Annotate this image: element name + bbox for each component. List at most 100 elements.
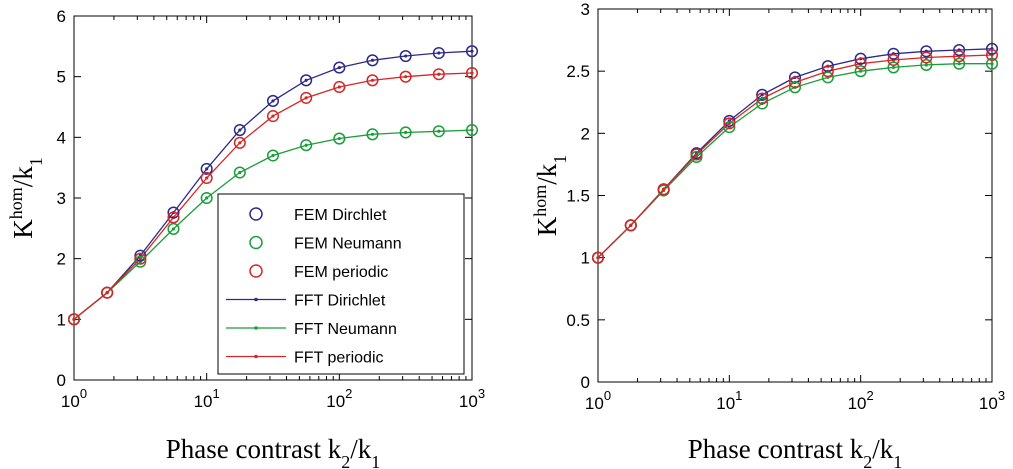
y-tick-label: 4 bbox=[57, 128, 66, 147]
series-marker-fem-dirchlet bbox=[233, 124, 246, 137]
series-marker-fem-dirchlet bbox=[432, 46, 445, 60]
y-axis-label: Khom/k1 bbox=[6, 157, 46, 239]
series-dot bbox=[205, 167, 209, 171]
series-marker-fem-neumann bbox=[233, 166, 246, 179]
series-marker-fem-periodic bbox=[101, 286, 114, 299]
x-tick-label: 100 bbox=[61, 386, 87, 411]
series-marker-fem-neumann bbox=[266, 149, 280, 162]
series-marker-fem-neumann bbox=[167, 222, 180, 235]
series-dot bbox=[370, 132, 375, 136]
series-dot bbox=[437, 72, 441, 76]
series-dot bbox=[238, 170, 242, 175]
series-dot bbox=[205, 176, 209, 180]
x-tick-label: 101 bbox=[716, 388, 742, 413]
y-tick-label: 3 bbox=[581, 0, 590, 19]
x-tick-label: 102 bbox=[326, 386, 352, 411]
series-marker-fem-dirchlet bbox=[200, 162, 213, 175]
series-dot bbox=[957, 62, 961, 66]
right-chart: 100 101 102 103 0 0.5 1 1.5 2 2.5 3 Phase contrast … bbox=[530, 0, 1005, 469]
series-marker-fem-periodic bbox=[67, 313, 81, 326]
series-marker-fem-dirchlet bbox=[854, 52, 867, 65]
series-marker-fem-neumann bbox=[200, 191, 213, 205]
left-chart: 100 101 102 103 0 1 2 3 4 5 6 Phase contrast k2/k1 K… bbox=[6, 7, 485, 469]
series-marker-fem-neumann bbox=[953, 57, 966, 70]
series-marker-fem-periodic bbox=[134, 252, 147, 265]
series-marker-fem-periodic bbox=[887, 53, 900, 67]
series-marker-fem-neumann bbox=[465, 124, 479, 137]
series-marker-fem-periodic bbox=[399, 70, 412, 83]
series-marker-fem-periodic bbox=[233, 136, 246, 149]
x-axis-label: Phase contrast k2/k1 bbox=[166, 434, 380, 469]
series-dot bbox=[304, 96, 308, 100]
legend-dot bbox=[254, 297, 258, 302]
series-marker-fem-dirchlet bbox=[887, 47, 900, 60]
series-marker-fem-dirchlet bbox=[167, 206, 180, 219]
y-tick-label: 2 bbox=[57, 250, 66, 269]
series-marker-fem-periodic bbox=[854, 57, 867, 70]
series-dot bbox=[694, 152, 699, 157]
y-tick-label: 0 bbox=[57, 371, 66, 390]
series-dot bbox=[370, 58, 375, 62]
series-dot bbox=[629, 223, 633, 227]
series-dot bbox=[304, 143, 308, 147]
legend-marker bbox=[249, 207, 263, 221]
series-dot bbox=[337, 85, 341, 89]
series-marker-fem-periodic bbox=[657, 183, 670, 196]
series-marker-fem-neumann bbox=[333, 132, 346, 145]
series-dot bbox=[470, 71, 474, 75]
series-marker-fem-periodic bbox=[591, 251, 605, 264]
x-tick-label: 102 bbox=[848, 388, 874, 413]
x-tick-label: 100 bbox=[585, 388, 611, 413]
legend-entry-label: FEM Dirchlet bbox=[294, 207, 387, 224]
legend: FEM Dirchlet FEM Neumann FEM periodic FFT D… bbox=[217, 193, 465, 375]
y-tick-label: 3 bbox=[57, 189, 66, 208]
series-dot bbox=[470, 128, 474, 132]
series-marker-fem-dirchlet bbox=[300, 74, 313, 87]
y-tick-label: 2.5 bbox=[566, 62, 590, 81]
legend-dot bbox=[254, 354, 258, 359]
y-tick-label: 0 bbox=[581, 373, 590, 392]
y-tick-label: 2 bbox=[581, 124, 590, 143]
series-dot bbox=[404, 130, 408, 135]
series-marker-fem-neumann bbox=[300, 139, 313, 152]
series-marker-fem-periodic bbox=[432, 68, 445, 81]
series-dot bbox=[437, 51, 441, 55]
y-tick-label: 1.5 bbox=[566, 187, 590, 206]
series-dot bbox=[337, 65, 341, 70]
legend-dot bbox=[254, 326, 258, 330]
series-marker-fem-neumann bbox=[887, 61, 900, 74]
series-dot bbox=[662, 187, 666, 191]
series-marker-fem-periodic bbox=[788, 76, 802, 89]
series-marker-fem-periodic bbox=[300, 91, 313, 104]
legend-box bbox=[217, 193, 465, 375]
legend-entry-label: FFT periodic bbox=[294, 350, 384, 367]
series-marker-fem-neumann bbox=[920, 58, 933, 71]
series-marker-fem-neumann bbox=[399, 126, 412, 139]
x-tick-label: 103 bbox=[459, 386, 485, 411]
series-marker-fem-periodic bbox=[200, 171, 213, 185]
series-marker-fem-dirchlet bbox=[333, 61, 346, 74]
y-axis-label: Khom/k1 bbox=[530, 155, 570, 237]
y-tick-label: 1 bbox=[581, 249, 590, 268]
series-dot bbox=[891, 65, 896, 70]
series-marker-fem-neumann bbox=[756, 97, 769, 110]
series-marker-fem-dirchlet bbox=[266, 94, 280, 107]
series-marker-fem-dirchlet bbox=[366, 54, 379, 67]
series-dot bbox=[990, 62, 994, 66]
series-marker-fem-periodic bbox=[624, 219, 637, 232]
x-axis-label: Phase contrast k2/k1 bbox=[688, 434, 902, 469]
series-marker-fem-dirchlet bbox=[920, 45, 933, 58]
series-marker-fem-periodic bbox=[690, 148, 703, 161]
series-dot bbox=[238, 128, 242, 132]
y-tick-label: 5 bbox=[57, 68, 66, 87]
series-marker-fem-dirchlet bbox=[465, 45, 479, 58]
series-marker-fem-dirchlet bbox=[134, 249, 147, 262]
series-dot bbox=[370, 78, 375, 82]
series-dot bbox=[72, 317, 76, 321]
series-dot bbox=[171, 227, 176, 231]
series-dot bbox=[337, 136, 341, 141]
series-marker-fem-periodic bbox=[465, 66, 479, 80]
series-dot bbox=[271, 114, 275, 118]
series-marker-fem-periodic bbox=[756, 92, 769, 105]
